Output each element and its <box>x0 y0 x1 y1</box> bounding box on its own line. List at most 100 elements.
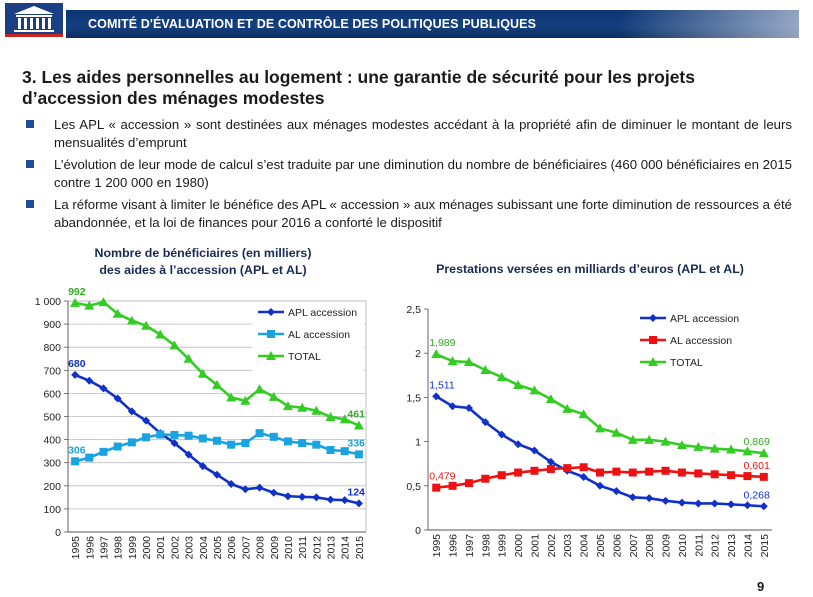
x-tick-label: 2012 <box>311 536 323 560</box>
bullet-square-icon <box>26 160 34 168</box>
y-tick-label: 800 <box>43 342 61 354</box>
data-point <box>340 496 349 505</box>
data-label: 124 <box>347 486 365 498</box>
data-point <box>240 395 251 405</box>
data-point <box>141 320 152 330</box>
data-point <box>628 468 637 477</box>
x-tick-label: 2006 <box>226 536 238 560</box>
x-tick-label: 2014 <box>340 536 352 560</box>
page-number: 9 <box>757 579 765 594</box>
data-point <box>464 404 473 413</box>
data-point <box>269 488 278 497</box>
x-tick-label: 2011 <box>297 536 309 559</box>
data-point <box>112 308 123 318</box>
data-point <box>156 430 165 439</box>
data-point <box>579 463 588 472</box>
data-point <box>743 472 752 481</box>
legend-label: AL accession <box>670 335 732 347</box>
data-label: 461 <box>347 409 365 421</box>
data-point <box>759 472 768 481</box>
x-tick-label: 2003 <box>562 534 574 558</box>
y-tick-label: 0 <box>55 527 61 539</box>
data-point <box>353 420 364 430</box>
x-tick-label: 2004 <box>579 534 591 558</box>
data-point <box>226 392 237 402</box>
data-point <box>497 430 506 439</box>
x-tick-label: 2002 <box>546 534 558 558</box>
data-point <box>627 434 638 444</box>
x-tick-label: 2006 <box>611 534 623 558</box>
data-point <box>311 405 322 415</box>
assemblee-nationale-logo <box>5 3 63 37</box>
data-point <box>169 340 180 350</box>
data-point <box>611 427 622 437</box>
data-point <box>113 394 122 403</box>
data-label: 0,869 <box>744 436 770 448</box>
bullet-item: La réforme visant à limiter le bénéfice … <box>26 196 792 232</box>
data-point <box>198 434 207 443</box>
banner-fade <box>619 10 799 38</box>
data-point <box>677 498 686 507</box>
data-label: 336 <box>347 437 365 449</box>
data-point <box>70 297 81 307</box>
y-tick-label: 300 <box>43 458 61 470</box>
x-tick-label: 2015 <box>759 534 771 558</box>
data-label: 1,511 <box>429 379 455 391</box>
x-tick-label: 2011 <box>693 534 705 557</box>
x-tick-label: 2007 <box>240 536 252 560</box>
y-tick-label: 1 000 <box>35 296 61 308</box>
data-point <box>85 376 94 385</box>
data-point <box>142 433 151 442</box>
data-point <box>546 465 555 474</box>
x-tick-label: 2001 <box>155 536 167 560</box>
data-point <box>268 391 279 401</box>
data-point <box>645 467 654 476</box>
data-point <box>170 439 179 448</box>
data-point <box>727 500 736 509</box>
y-tick-label: 200 <box>43 481 61 493</box>
x-tick-label: 2013 <box>726 534 738 558</box>
data-label: 0,601 <box>744 460 770 472</box>
data-point <box>84 300 95 310</box>
data-point <box>326 445 335 454</box>
y-tick-label: 900 <box>43 319 61 331</box>
data-point <box>99 447 108 456</box>
x-tick-label: 1995 <box>70 536 82 560</box>
data-point <box>726 444 737 454</box>
data-point <box>612 487 621 496</box>
data-point <box>743 501 752 510</box>
chart1-title-line1: Nombre de bénéficiaires (en milliers) <box>94 246 312 260</box>
data-point <box>283 437 292 446</box>
x-tick-label: 2008 <box>255 536 267 560</box>
data-point <box>184 450 193 459</box>
data-point <box>339 414 350 424</box>
y-tick-label: 0,5 <box>406 481 421 493</box>
x-tick-label: 2005 <box>212 536 224 560</box>
data-point <box>545 394 556 404</box>
bullet-list: Les APL « accession » sont destinées aux… <box>26 116 792 236</box>
y-tick-label: 2,5 <box>406 304 421 316</box>
chart2-title: Prestations versées en milliards d’euros… <box>410 261 770 278</box>
y-tick-label: 1 <box>415 437 421 449</box>
x-tick-label: 1996 <box>84 536 96 560</box>
data-point <box>340 447 349 456</box>
chart2-title-line1: Prestations versées en milliards d’euros… <box>436 262 744 276</box>
x-tick-label: 2005 <box>595 534 607 558</box>
data-point <box>326 495 335 504</box>
bullet-square-icon <box>26 120 34 128</box>
data-point <box>644 434 655 444</box>
data-point <box>127 438 136 447</box>
data-point <box>612 467 621 476</box>
header: COMITÉ D'ÉVALUATION ET DE CONTRÔLE DES P… <box>0 0 813 50</box>
x-tick-label: 2001 <box>529 534 541 558</box>
slide-title: 3. Les aides personnelles au logement : … <box>22 67 792 109</box>
data-point <box>126 315 137 325</box>
data-point <box>676 440 687 450</box>
data-point <box>481 418 490 427</box>
legend-label: TOTAL <box>670 357 703 369</box>
data-point <box>113 442 122 451</box>
bullet-item: Les APL « accession » sont destinées aux… <box>26 116 792 152</box>
x-tick-label: 1997 <box>464 534 476 558</box>
legend-marker <box>649 336 657 344</box>
x-tick-label: 2009 <box>661 534 673 558</box>
